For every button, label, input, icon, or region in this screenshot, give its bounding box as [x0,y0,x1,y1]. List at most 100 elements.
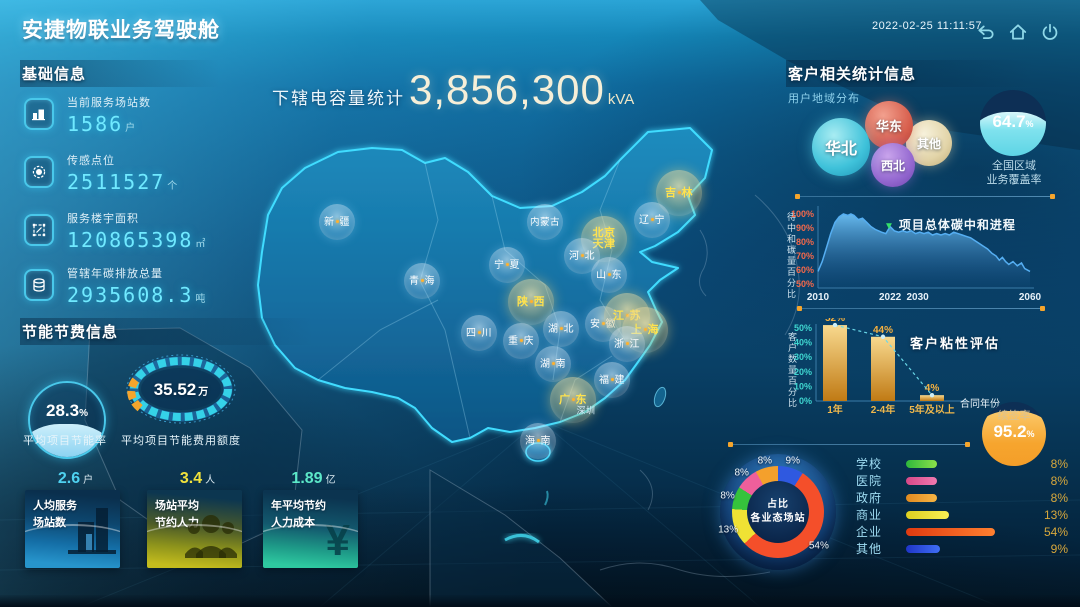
province-marker[interactable]: 浙江 [609,326,645,362]
province-marker[interactable]: 内蒙古 [527,204,563,240]
per-capita-stations-value: 2.6 户 [57,470,94,487]
province-marker[interactable]: 福建 [594,362,630,398]
capacity-value: 3,856,300 [409,66,605,113]
back-icon[interactable] [976,22,996,42]
saving-rate-gauge: 28.3% [28,381,106,459]
region-bubble-east[interactable]: 华东 [865,101,913,149]
svg-text:90%: 90% [796,223,814,233]
divider [728,442,970,447]
stat-stations: 当前服务场站数 1586 户 [24,94,151,136]
water-fill [30,424,104,457]
svg-text:1年: 1年 [827,403,843,416]
legend-bar [906,493,937,502]
svg-text:60%: 60% [796,265,814,275]
legend-label: 政府 [856,491,883,505]
saving-amount-unit: 万 [198,387,209,398]
carbon-neutral-chart[interactable]: 100% 90% 80% 70% 60% 50% 2010 2022 2030 2060 [788,202,1076,304]
stat-sensors: 传感点位 2511527 个 [24,152,177,194]
svg-text:50%: 50% [796,279,814,289]
basic-info-title: 基础信息 [20,60,255,87]
water-fill [982,410,1046,466]
province-marker[interactable]: 四川 [461,315,497,351]
region-bubble-north[interactable]: 华北 [812,118,870,176]
triangle-marker-icon: ▼ [884,221,895,232]
coverage-gauge: 64.7% [980,90,1046,156]
stat-value: 1586 [67,112,124,136]
svg-text:5年及以上: 5年及以上 [909,403,955,416]
legend-label: 学校 [856,457,883,471]
stat-carbon: 管辖年碳排放总量 2935608.3 吨 [24,265,205,307]
stat-value: 2511527 [67,170,166,194]
saving-rate-value: 28.3 [46,401,80,420]
svg-text:44%: 44% [873,325,893,336]
province-marker[interactable]: 山东 [591,257,627,293]
station-share-donut[interactable]: 占比 各业态场站 [732,466,824,558]
capacity-unit: kVA [607,91,635,108]
province-marker[interactable]: 海南 [520,423,556,459]
donut-center-label: 占比 各业态场站 [747,481,809,543]
svg-text:80%: 80% [796,237,814,247]
region-distribution-label: 用户地域分布 [788,93,860,105]
svg-text:0%: 0% [799,396,812,406]
stat-unit: 吨 [195,294,206,305]
legend-value: 8% [1050,473,1068,488]
svg-text:2030: 2030 [907,292,930,303]
saving-rate-unit: % [79,408,88,419]
province-marker[interactable]: 湖南 [535,346,571,382]
customer-stickiness-chart[interactable]: 50% 40% 30% 20% 10% 0% 52% 1年 44% 2-4年 4% 5年及以上 [786,318,986,418]
province-marker[interactable]: 新疆 [319,204,355,240]
legend-row[interactable]: 企业 54% [856,523,1068,540]
legend-bar [906,459,937,468]
region-bubble-northwest[interactable]: 西北 [871,143,915,187]
legend-bar [906,476,937,485]
legend-row[interactable]: 商业 13% [856,506,1068,523]
power-icon[interactable] [1040,22,1060,42]
svg-text:50%: 50% [794,323,812,333]
svg-text:70%: 70% [796,251,814,261]
card-swoosh [263,524,358,562]
stat-label: 管辖年碳排放总量 [67,268,163,280]
svg-text:10%: 10% [794,381,812,391]
customer-stats-title: 客户相关统计信息 [786,60,1078,87]
svg-text:2022: 2022 [879,292,902,303]
stat-value: 2935608.3 [67,283,194,307]
province-marker[interactable]: 宁夏 [489,247,525,283]
svg-text:100%: 100% [791,209,814,219]
stat-area: 服务楼宇面积 120865398 ㎡ [24,210,205,252]
province-marker: 深圳 [576,405,596,416]
svg-text:2-4年: 2-4年 [871,403,895,416]
renewal-gauge: 95.2% [982,402,1046,466]
energy-saving-panel: 节能节费信息 28.3% 平均项目节能率 35.52 万 平均项目节能费用额度 2… [20,318,365,598]
legend-row[interactable]: 其他 9% [856,540,1068,557]
saving-amount-value: 35.52 [153,380,197,399]
capacity-label: 下辖电容量统计 [272,89,405,108]
svg-text:52%: 52% [825,318,845,324]
labor-cost-saved-card: 年平均节约 人力成本 ¥ [263,490,358,568]
province-marker[interactable]: 重庆 [503,323,539,359]
legend-bar [906,510,949,519]
province-marker[interactable]: 青海 [404,263,440,299]
home-icon[interactable] [1008,22,1028,42]
divider [795,194,1055,199]
legend-row[interactable]: 政府 8% [856,489,1068,506]
saving-amount-label: 平均项目节能费用额度 [121,435,241,447]
renewal-label: 续签率 [997,410,1031,422]
legend-value: 8% [1050,456,1068,471]
timestamp: 2022-02-25 11:11:57 [872,20,983,32]
legend-label: 其他 [856,542,883,556]
area-icon [24,214,54,246]
saving-amount-gauge: 35.52 万 [122,350,240,428]
database-icon [24,269,54,301]
province-marker[interactable]: 辽宁 [634,202,670,238]
legend-row[interactable]: 学校 8% [856,455,1068,472]
legend-row[interactable]: 医院 8% [856,472,1068,489]
province-marker[interactable]: 湖北 [543,311,579,347]
legend-value: 54% [1043,524,1068,539]
carbon-chart-ylabel: 待中和碳量百分比 [786,212,796,299]
legend-label: 企业 [856,525,883,539]
svg-text:20%: 20% [794,367,812,377]
stickiness-chart-title: 客户粘性评估 [910,336,1001,351]
stat-label: 服务楼宇面积 [67,213,139,225]
stat-label: 传感点位 [67,155,115,167]
province-marker[interactable]: 广东 [550,377,596,423]
